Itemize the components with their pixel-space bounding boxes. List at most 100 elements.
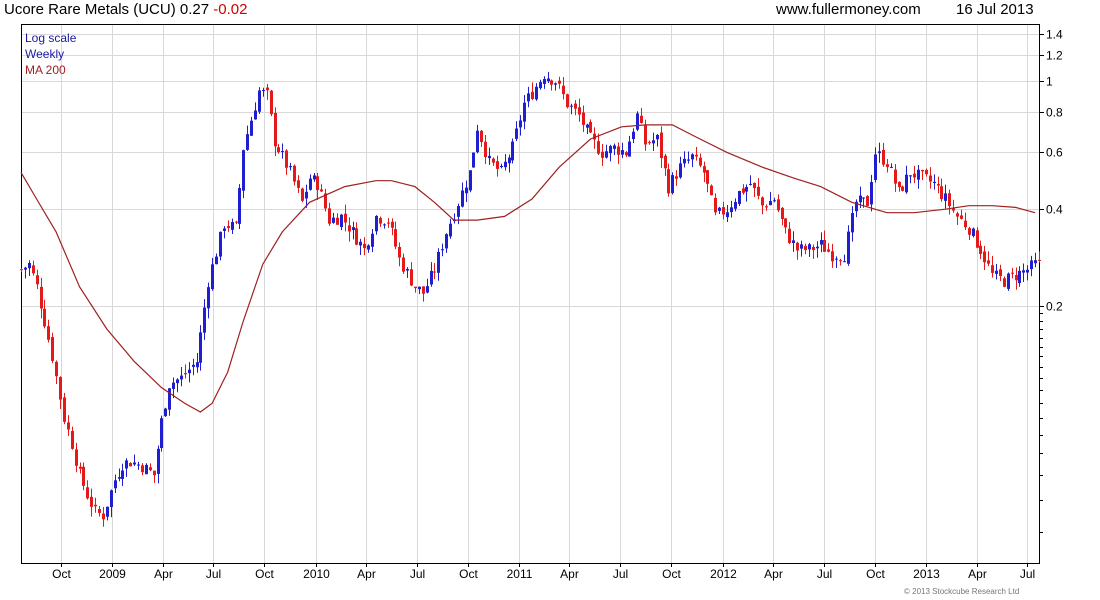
legend-scale: Log scale bbox=[25, 31, 77, 45]
candle-body bbox=[554, 83, 557, 85]
candle-body bbox=[855, 201, 858, 212]
candle-body bbox=[1038, 259, 1041, 261]
candle-body bbox=[882, 149, 885, 165]
candle-body bbox=[952, 208, 955, 211]
candle-body bbox=[293, 165, 296, 182]
candle-body bbox=[890, 166, 893, 168]
candle-body bbox=[71, 431, 74, 449]
candle-body bbox=[125, 460, 128, 469]
candle-body bbox=[32, 265, 35, 274]
candle-body bbox=[671, 175, 674, 194]
candle-body bbox=[98, 508, 101, 513]
candle-body bbox=[352, 227, 355, 231]
x-tick-label: Jul bbox=[206, 567, 221, 581]
candle-body bbox=[593, 133, 596, 140]
candle-body bbox=[886, 164, 889, 168]
candle-body bbox=[149, 467, 152, 471]
candle-body bbox=[586, 124, 589, 128]
candle-body bbox=[391, 221, 394, 228]
candle-body bbox=[703, 166, 706, 173]
candle-body bbox=[86, 487, 89, 499]
chart-title: Ucore Rare Metals (UCU) 0.27 -0.02 bbox=[4, 1, 247, 18]
candle-body bbox=[757, 186, 760, 196]
candle-body bbox=[504, 161, 507, 168]
candle-body bbox=[929, 175, 932, 182]
candle-body bbox=[24, 267, 27, 270]
candle-body bbox=[976, 230, 979, 248]
candle-body bbox=[242, 150, 245, 191]
candle-body bbox=[114, 480, 117, 489]
candle-body bbox=[601, 151, 604, 158]
candle-body bbox=[968, 228, 971, 235]
candle-body bbox=[562, 85, 565, 95]
candle-body bbox=[843, 261, 846, 263]
candle-body bbox=[519, 120, 522, 128]
candle-body bbox=[940, 186, 943, 200]
candle-body bbox=[796, 242, 799, 251]
candle-body bbox=[437, 251, 440, 273]
candle-body bbox=[898, 181, 901, 188]
candle-body bbox=[656, 134, 659, 140]
candle-body bbox=[574, 103, 577, 109]
last-price: 0.27 bbox=[179, 1, 210, 18]
candle-body bbox=[547, 78, 550, 82]
site-link[interactable]: www.fullermoney.com bbox=[776, 1, 921, 18]
candle-body bbox=[184, 372, 187, 375]
x-tick-label: Oct bbox=[866, 567, 885, 581]
candle-body bbox=[55, 361, 58, 377]
candle-body bbox=[991, 265, 994, 273]
candle-body bbox=[691, 154, 694, 160]
candle-body bbox=[784, 218, 787, 228]
candle-body bbox=[648, 142, 651, 144]
candle-body bbox=[129, 463, 132, 467]
candle-body bbox=[742, 188, 745, 193]
candle-body bbox=[1003, 278, 1006, 287]
candle-body bbox=[238, 188, 241, 224]
candle-body bbox=[964, 220, 967, 228]
candle-body bbox=[679, 163, 682, 178]
candle-body bbox=[921, 169, 924, 172]
candle-body bbox=[328, 208, 331, 224]
candle-body bbox=[301, 188, 304, 201]
candle-body bbox=[960, 215, 963, 219]
candle-body bbox=[231, 222, 234, 230]
candle-body bbox=[628, 141, 631, 157]
candle-body bbox=[36, 275, 39, 285]
candle-body bbox=[488, 155, 491, 159]
candle-body bbox=[433, 271, 436, 273]
candle-body bbox=[371, 233, 374, 247]
candle-body bbox=[874, 154, 877, 180]
candle-body bbox=[106, 506, 109, 517]
candle-body bbox=[309, 178, 312, 190]
candle-body bbox=[894, 169, 897, 184]
chart-date: 16 Jul 2013 bbox=[956, 1, 1034, 18]
candle-body bbox=[157, 448, 160, 474]
y-tick-label: 1 bbox=[1046, 75, 1053, 89]
candle-body bbox=[430, 270, 433, 285]
candle-body bbox=[777, 199, 780, 211]
candle-body bbox=[901, 186, 904, 191]
candle-body bbox=[827, 249, 830, 252]
candle-body bbox=[870, 182, 873, 205]
candle-body bbox=[262, 90, 265, 92]
candle-body bbox=[714, 197, 717, 213]
candle-body bbox=[133, 462, 136, 465]
candle-body bbox=[320, 189, 323, 192]
candle-body bbox=[566, 94, 569, 108]
candle-body bbox=[933, 181, 936, 184]
candle-body bbox=[847, 231, 850, 264]
x-tick-label: 2012 bbox=[710, 567, 737, 581]
legend-period: Weekly bbox=[25, 47, 65, 61]
candle-body bbox=[180, 375, 183, 380]
candle-body bbox=[944, 193, 947, 201]
candle-body bbox=[636, 113, 639, 130]
candle-body bbox=[558, 80, 561, 84]
x-tick-label: Oct bbox=[255, 567, 274, 581]
plot-frame bbox=[21, 24, 1040, 564]
candle-body bbox=[769, 201, 772, 206]
candle-body bbox=[227, 226, 230, 228]
candle-body bbox=[909, 175, 912, 177]
candle-body bbox=[223, 228, 226, 231]
candle-body bbox=[1015, 275, 1018, 281]
